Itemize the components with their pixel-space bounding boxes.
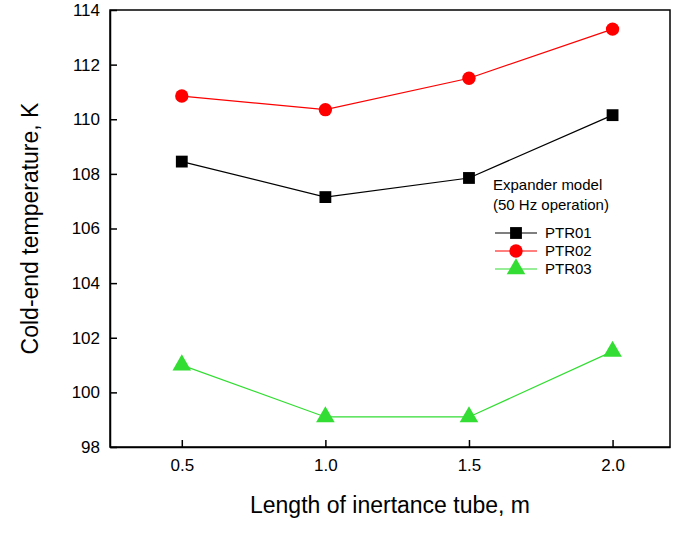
y-tick: 100 — [72, 383, 117, 402]
legend-title: (50 Hz operation) — [493, 196, 609, 213]
x-tick: 1.5 — [458, 440, 482, 475]
y-tick-label: 106 — [72, 219, 100, 238]
y-tick-label: 108 — [72, 165, 100, 184]
y-tick-label: 112 — [73, 56, 100, 75]
y-tick: 102 — [72, 329, 117, 348]
x-tick-label: 0.5 — [170, 456, 194, 475]
y-tick-label: 114 — [73, 1, 100, 20]
legend-label: PTR01 — [545, 224, 592, 241]
plot: 0.5 1.0 1.5 2.0 98 100 102 104 106 108 110 112 114 — [72, 1, 671, 475]
y-tick-label: 102 — [72, 329, 100, 348]
x-tick-mark — [469, 440, 471, 447]
series-marker — [606, 22, 619, 35]
y-tick-mark — [110, 64, 117, 66]
x-axis: 0.5 1.0 1.5 2.0 — [111, 440, 671, 475]
legend: Expander model(50 Hz operation)PTR01PTR0… — [493, 176, 609, 277]
legend-title: Expander model — [493, 176, 602, 193]
y-tick-mark — [110, 447, 117, 449]
series-marker — [607, 109, 619, 121]
series-line — [182, 351, 613, 417]
x-tick-mark — [182, 440, 184, 447]
legend-item: PTR03 — [495, 258, 592, 277]
legend-marker — [510, 227, 522, 239]
y-tick-mark — [110, 228, 117, 230]
series-marker — [603, 341, 622, 357]
x-tick: 2.0 — [601, 440, 625, 475]
series-marker — [316, 406, 335, 422]
y-tick: 114 — [73, 1, 117, 20]
x-tick-mark — [612, 440, 614, 447]
series-marker — [175, 89, 188, 102]
series-marker — [172, 354, 191, 370]
legend-label: PTR02 — [545, 242, 592, 259]
y-tick-label: 104 — [72, 274, 100, 293]
x-tick-mark — [325, 440, 327, 447]
series-marker — [460, 406, 479, 422]
series-marker — [319, 103, 332, 116]
legend-marker — [507, 258, 526, 274]
series-marker — [462, 72, 475, 85]
y-tick: 108 — [72, 165, 117, 184]
y-axis-title: Cold-end temperature, K — [17, 102, 43, 355]
y-tick-label: 100 — [72, 383, 100, 402]
x-tick: 1.0 — [314, 440, 338, 475]
x-tick-label: 1.5 — [458, 456, 482, 475]
marks — [172, 22, 621, 422]
legend-label: PTR03 — [545, 260, 592, 277]
x-axis-title: Length of inertance tube, m — [250, 492, 530, 518]
y-tick: 98 — [81, 438, 117, 457]
legend-marker — [509, 244, 522, 257]
x-axis-line — [111, 447, 671, 449]
y-tick-mark — [110, 119, 117, 121]
series-marker — [176, 156, 188, 168]
chart: 0.5 1.0 1.5 2.0 98 100 102 104 106 108 110 112 114 Le… — [0, 0, 688, 535]
series-line — [182, 29, 613, 110]
y-tick: 112 — [73, 56, 117, 75]
y-tick-label: 98 — [81, 438, 100, 457]
y-tick: 104 — [72, 274, 117, 293]
plot-frame — [110, 10, 670, 447]
y-tick-label: 110 — [73, 110, 100, 129]
y-axis: 98 100 102 104 106 108 110 112 114 — [72, 1, 117, 457]
y-tick: 110 — [73, 110, 117, 129]
series-line — [182, 115, 613, 197]
series-marker — [463, 172, 475, 184]
x-tick: 0.5 — [170, 440, 194, 475]
legend-item: PTR01 — [495, 224, 592, 241]
x-tick-label: 2.0 — [601, 456, 625, 475]
y-tick-mark — [110, 174, 117, 176]
x-tick-label: 1.0 — [314, 456, 338, 475]
y-tick-mark — [110, 392, 117, 394]
series-marker — [319, 191, 331, 203]
y-tick-mark — [110, 283, 117, 285]
y-tick: 106 — [72, 219, 117, 238]
y-tick-mark — [110, 338, 117, 340]
y-tick-mark — [110, 10, 117, 12]
legend-item: PTR02 — [495, 242, 592, 259]
